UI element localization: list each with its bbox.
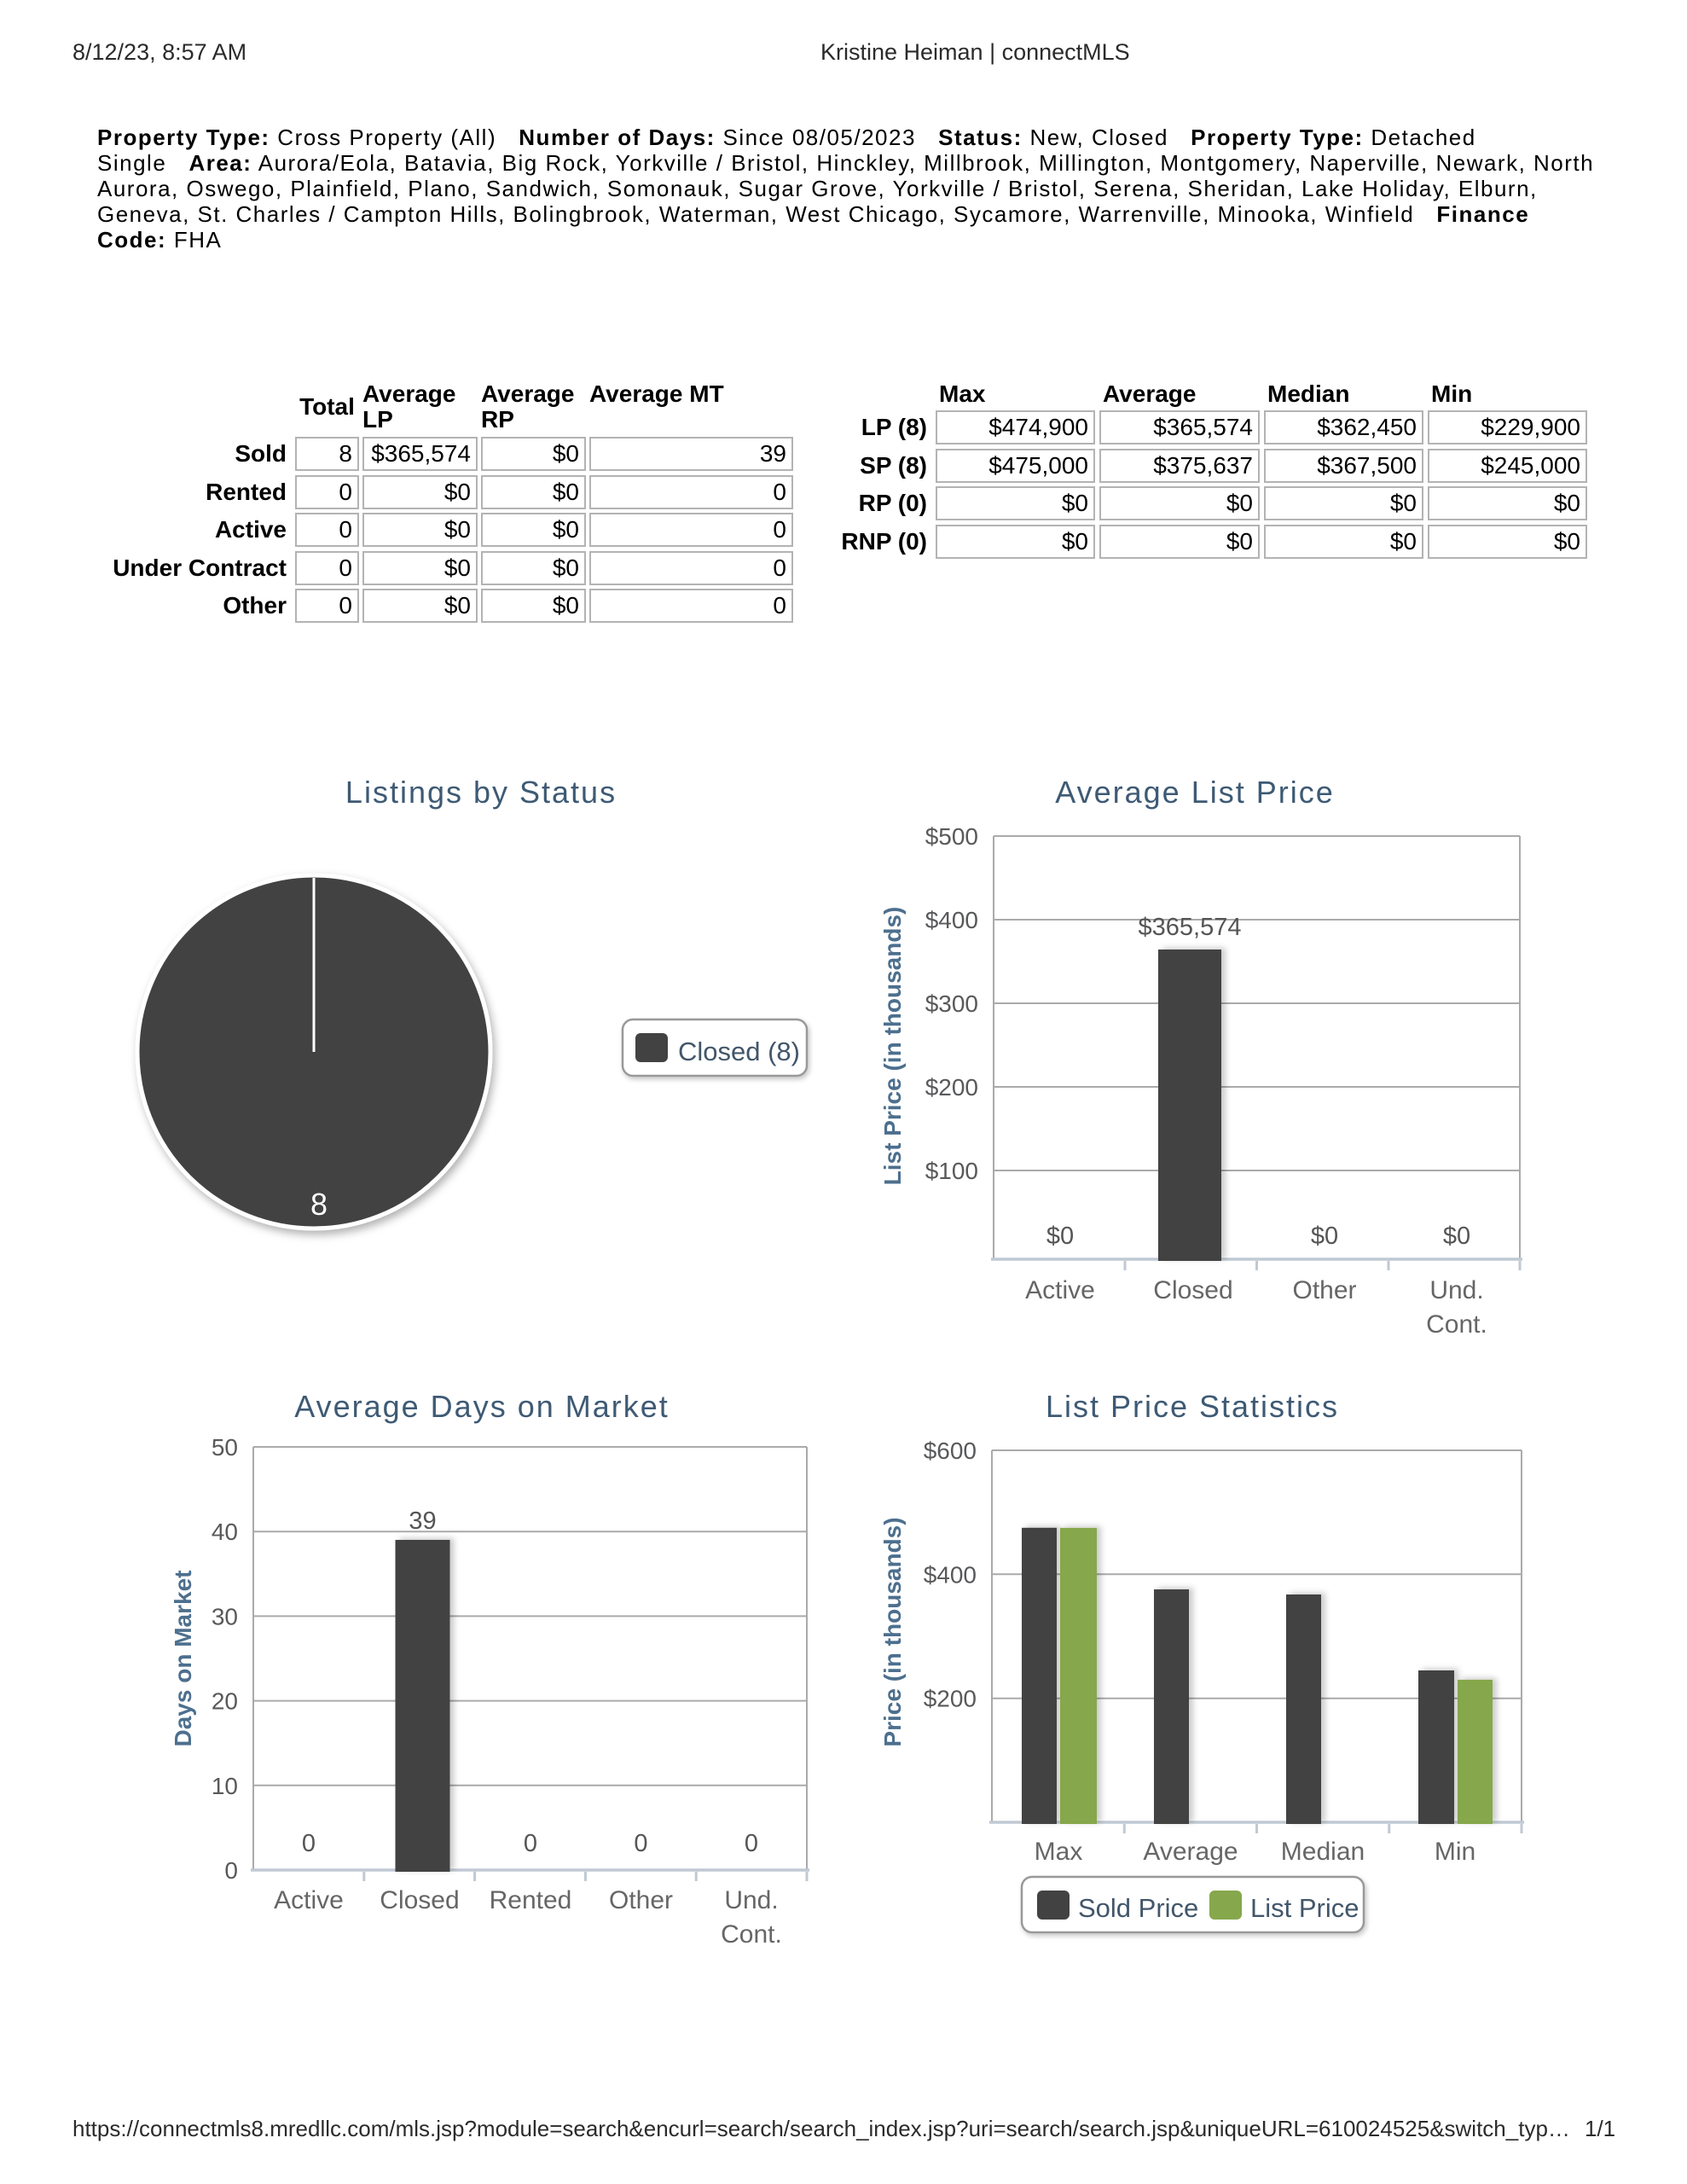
svg-text:Closed (8): Closed (8): [678, 1037, 800, 1066]
svg-text:0: 0: [302, 1830, 316, 1857]
svg-text:$365,574: $365,574: [1139, 914, 1242, 941]
svg-text:Closed: Closed: [1153, 1276, 1232, 1304]
svg-text:Median: Median: [1281, 1838, 1365, 1866]
svg-text:30: 30: [212, 1603, 238, 1629]
svg-text:10: 10: [212, 1773, 238, 1799]
svg-text:Average: Average: [1143, 1838, 1238, 1866]
svg-text:20: 20: [212, 1688, 238, 1715]
svg-text:$0: $0: [1311, 1223, 1338, 1250]
svg-text:List Price (in thousands): List Price (in thousands): [879, 907, 906, 1186]
svg-text:$500: $500: [925, 823, 978, 850]
svg-text:$200: $200: [925, 1074, 978, 1101]
svg-text:Active: Active: [1025, 1276, 1095, 1304]
svg-text:Days on Market: Days on Market: [170, 1571, 196, 1747]
svg-text:39: 39: [409, 1507, 436, 1535]
svg-text:$0: $0: [1046, 1223, 1074, 1250]
svg-text:40: 40: [212, 1519, 238, 1545]
svg-text:Other: Other: [1292, 1276, 1356, 1304]
svg-text:List Price: List Price: [1250, 1893, 1359, 1923]
svg-text:Und.: Und.: [1429, 1276, 1483, 1304]
svg-text:Average List Price: Average List Price: [1055, 775, 1334, 810]
svg-text:Rented: Rented: [490, 1886, 572, 1914]
svg-text:Max: Max: [1035, 1838, 1083, 1866]
svg-text:$100: $100: [925, 1158, 978, 1184]
svg-text:$400: $400: [924, 1561, 977, 1588]
svg-text:0: 0: [224, 1857, 238, 1884]
svg-text:List Price Statistics: List Price Statistics: [1046, 1389, 1339, 1424]
svg-text:Closed: Closed: [380, 1886, 459, 1914]
svg-text:0: 0: [634, 1830, 647, 1857]
svg-text:8: 8: [310, 1187, 328, 1222]
svg-text:$0: $0: [1443, 1223, 1470, 1250]
svg-text:Other: Other: [609, 1886, 673, 1914]
svg-text:Price (in thousands): Price (in thousands): [879, 1517, 906, 1746]
svg-text:Cont.: Cont.: [721, 1920, 782, 1949]
svg-text:0: 0: [524, 1830, 537, 1857]
svg-text:Min: Min: [1435, 1838, 1475, 1866]
svg-text:$400: $400: [925, 907, 978, 933]
svg-text:50: 50: [212, 1434, 238, 1461]
svg-text:Listings by Status: Listings by Status: [345, 775, 617, 810]
svg-text:Und.: Und.: [724, 1886, 778, 1914]
svg-text:Average Days on Market: Average Days on Market: [294, 1389, 670, 1424]
svg-text:Active: Active: [274, 1886, 344, 1914]
svg-text:Cont.: Cont.: [1426, 1310, 1487, 1339]
svg-text:0: 0: [745, 1830, 758, 1857]
svg-text:$600: $600: [924, 1438, 977, 1464]
svg-text:$300: $300: [925, 990, 978, 1017]
svg-text:Sold Price: Sold Price: [1078, 1893, 1198, 1923]
svg-text:$200: $200: [924, 1686, 977, 1712]
